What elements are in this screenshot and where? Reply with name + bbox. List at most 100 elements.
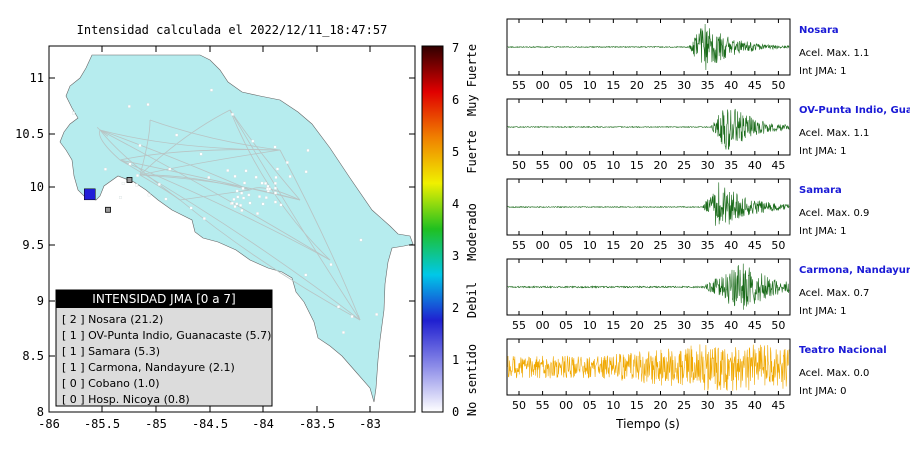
time-tick-label: 20 — [654, 159, 668, 172]
time-tick-label: 15 — [606, 79, 620, 92]
time-tick-label: 55 — [512, 319, 526, 332]
road — [229, 109, 301, 201]
seismogram-panel: 55 00 05 10 15 20 25 30 35 40 45 50 Carmona, Nandayu… — [506, 258, 910, 332]
time-tick-label: 05 — [583, 159, 597, 172]
legend-header: INTENSIDAD JMA [0 a 7] — [92, 292, 235, 306]
map-frame — [48, 45, 416, 413]
road — [229, 109, 361, 321]
time-tick-label: 05 — [583, 399, 597, 412]
town-dot — [121, 182, 125, 185]
road — [119, 149, 281, 161]
time-tick-label: 55 — [536, 399, 550, 412]
colorbar-tick: 6 — [452, 93, 459, 107]
road — [279, 149, 361, 321]
legend-item: [ 1 ] Samara (5.3) — [62, 345, 160, 358]
time-tick-label: 55 — [536, 159, 550, 172]
station-name: Carmona, Nandayure — [799, 265, 910, 276]
station-name: Samara — [799, 185, 842, 196]
town-dot — [146, 103, 150, 106]
station-marker — [126, 177, 133, 183]
road — [99, 129, 331, 261]
time-tick-label: 20 — [630, 79, 644, 92]
time-tick-label: 35 — [701, 319, 715, 332]
town-dot — [202, 217, 206, 220]
town-dot — [231, 112, 234, 116]
road — [99, 129, 251, 191]
x-tick-label: -86 — [38, 417, 60, 431]
time-tick-label: 30 — [701, 159, 715, 172]
map-panel: -86 -85.5 -85 -84.5 -84 -83.5 -83 11 10.… — [15, 45, 416, 431]
town-dot — [118, 196, 122, 199]
colorbar-tick: 0 — [452, 405, 459, 419]
town-dot — [375, 312, 379, 316]
town-dot — [242, 196, 246, 200]
colorbar-level-label: Muy Fuerte — [465, 44, 479, 116]
town-dot — [329, 263, 333, 267]
road-network — [97, 109, 361, 321]
town-dot — [157, 182, 161, 186]
x-tick-label: -85.5 — [84, 417, 120, 431]
town-dot — [241, 186, 245, 190]
time-tick-label: 35 — [701, 239, 715, 252]
waveform-trace — [507, 108, 790, 150]
town-dot — [240, 208, 244, 212]
town-dot — [350, 315, 354, 319]
time-tick-label: 35 — [724, 399, 738, 412]
colorbar-tick: 1 — [452, 353, 459, 367]
legend-box — [55, 289, 273, 407]
seismogram-panel: 55 00 05 10 15 20 25 30 35 40 45 50 Nosara Acel. Max.… — [506, 18, 869, 92]
road — [179, 199, 361, 321]
town-dot — [244, 169, 248, 173]
road — [139, 174, 251, 191]
town-dot — [199, 152, 203, 156]
road — [139, 174, 301, 201]
town-dot — [274, 200, 277, 204]
road — [119, 159, 361, 321]
town-dot — [135, 183, 139, 187]
time-tick-label: 45 — [748, 79, 762, 92]
time-tick-label: 00 — [559, 399, 573, 412]
town-dot — [273, 186, 277, 190]
waveform-trace — [507, 344, 790, 391]
time-tick-label: 05 — [559, 319, 573, 332]
y-tick-label: 9 — [37, 294, 44, 308]
y-tick-label: 9.5 — [22, 238, 44, 252]
time-tick-label: 05 — [559, 79, 573, 92]
colorbar-level-label: Moderado — [465, 203, 479, 261]
town-dot — [233, 174, 237, 178]
time-tick-label: 00 — [536, 319, 550, 332]
town-dot — [337, 305, 340, 309]
colorbar-tick: 7 — [452, 41, 459, 55]
town-dot — [233, 205, 237, 209]
town-dot — [72, 111, 75, 115]
town-dot — [239, 203, 243, 207]
figure-title: Intensidad calculada el 2022/12/11_18:47… — [77, 23, 388, 37]
seismogram-x-label: Tiempo (s) — [615, 417, 680, 431]
station-name: Nosara — [799, 25, 839, 36]
time-tick-label: 45 — [748, 239, 762, 252]
town-dot — [276, 167, 279, 171]
time-tick-label: 35 — [724, 159, 738, 172]
time-tick-label: 50 — [512, 399, 526, 412]
y-tick-label: 8.5 — [22, 349, 44, 363]
y-tick-label: 10 — [30, 180, 44, 194]
seismogram-panel: 50 55 00 05 10 15 20 25 30 35 40 45 OV-Punta Indio, … — [506, 98, 910, 172]
town-dot — [175, 133, 179, 137]
time-tick-label: 00 — [536, 79, 550, 92]
town-dot — [304, 170, 308, 174]
town-dot — [251, 139, 255, 143]
time-tick-label: 05 — [559, 239, 573, 252]
x-tick-label: -84.5 — [192, 417, 228, 431]
town-dot — [342, 330, 345, 334]
time-tick-label: 20 — [630, 239, 644, 252]
x-tick-label: -84 — [252, 417, 274, 431]
costa-rica-land — [59, 54, 414, 403]
time-tick-label: 45 — [771, 159, 785, 172]
town-dot — [127, 104, 131, 108]
town-dot — [258, 195, 261, 199]
time-tick-label: 40 — [748, 399, 762, 412]
town-dot — [274, 175, 278, 179]
colorbar-tick: 5 — [452, 145, 459, 159]
town-dot — [260, 181, 264, 185]
